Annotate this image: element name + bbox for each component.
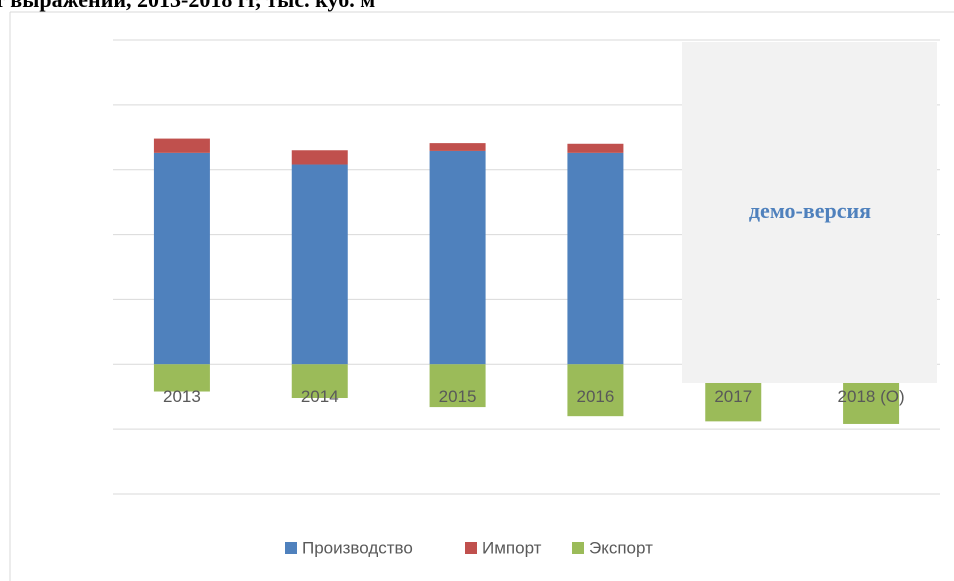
bar-segment [291, 150, 348, 165]
x-tick-label: 2013 [163, 387, 201, 406]
bar-segment [153, 138, 210, 153]
bar-segment [429, 150, 486, 365]
bar-segment [291, 364, 348, 399]
x-tick-label: 2014 [301, 387, 339, 406]
legend-swatch [285, 542, 297, 554]
bar-segment [153, 364, 210, 392]
legend-swatch [572, 542, 584, 554]
legend-label: Импорт [482, 538, 542, 557]
x-tick-label: 2017 [714, 387, 752, 406]
x-tick-label: 2016 [577, 387, 615, 406]
x-tick-label: 2015 [439, 387, 477, 406]
bar-segment [429, 143, 486, 151]
chart-title: т выражении, 2013-2018 гг, тыс. куб. м [0, 0, 375, 12]
bar-segment [567, 364, 624, 417]
watermark-box [682, 42, 937, 383]
legend-label: Экспорт [589, 538, 653, 557]
bar-segment [567, 143, 624, 153]
legend-swatch [465, 542, 477, 554]
bar-segment [567, 152, 624, 365]
legend-label: Производство [302, 538, 413, 557]
x-tick-label: 2018 (О) [838, 387, 905, 406]
title-bg [0, 0, 954, 10]
watermark: демо-версия [749, 198, 871, 223]
bar-segment [153, 152, 210, 365]
bar-segment [291, 164, 348, 365]
bar-segment [429, 364, 486, 408]
